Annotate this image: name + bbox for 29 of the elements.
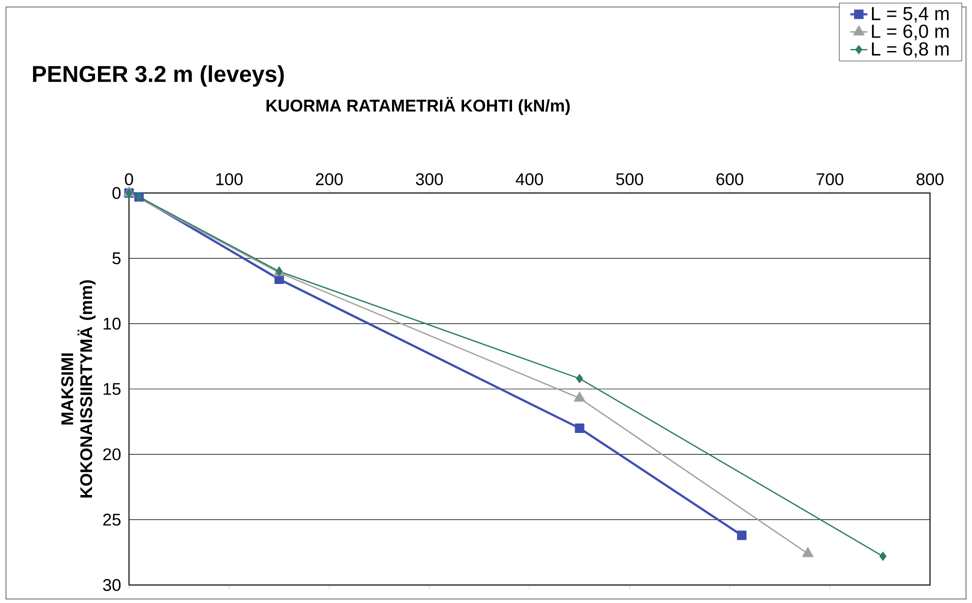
point (737, 530, 746, 540)
y-tick-label: 25 (103, 514, 121, 526)
point (576, 374, 584, 384)
legend-label: L = 6,8 m (872, 42, 949, 58)
x-tick-label: 300 (416, 173, 443, 186)
y-axis-title: MAKSIMI KOKONAISSIIRTYMÄ (mm) (61, 280, 96, 498)
x-tick-label: 400 (516, 173, 543, 186)
x-tick-label: 0 (124, 173, 134, 186)
point (802, 546, 814, 558)
x-tick-label: 600 (716, 173, 744, 186)
x-tick-label: 200 (316, 173, 343, 186)
x-tick-label: 500 (616, 173, 644, 186)
legend-label: L = 6,0 m (872, 24, 949, 40)
chart-title: PENGER 3.2 m (leveys) (33, 65, 284, 87)
legend-label: L = 5,4 m (872, 7, 949, 23)
point (879, 552, 887, 561)
y-tick-label: 20 (103, 448, 121, 460)
y-tick-label: 15 (104, 383, 121, 395)
x-tick-label: 800 (916, 173, 944, 186)
y-tick-label: 5 (112, 252, 121, 264)
point (574, 391, 586, 402)
y-tick-label: 10 (104, 318, 121, 330)
y-tick-label: 0 (112, 187, 121, 200)
x-tick-label: 700 (816, 173, 844, 186)
x-tick-label: 100 (216, 173, 243, 186)
y-tick-label: 30 (103, 579, 121, 592)
point (276, 266, 283, 276)
point (574, 423, 584, 433)
x-axis-title: KUORMA RATAMETRIÄ KOHTI (kN/m) (266, 97, 570, 115)
